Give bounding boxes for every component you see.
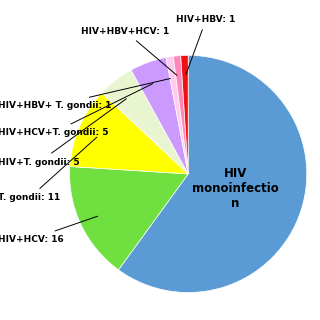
Wedge shape [173, 56, 188, 174]
Wedge shape [118, 55, 307, 292]
Wedge shape [70, 166, 188, 270]
Text: HIV+T. gondii: 5: HIV+T. gondii: 5 [0, 99, 126, 167]
Text: HIV+HCV+T. gondii: 5: HIV+HCV+T. gondii: 5 [0, 84, 153, 137]
Text: HIV+HBV: 1: HIV+HBV: 1 [176, 15, 236, 74]
Wedge shape [166, 56, 188, 174]
Text: T. gondii: 11: T. gondii: 11 [0, 137, 97, 202]
Text: HIV+HCV: 16: HIV+HCV: 16 [0, 216, 98, 244]
Wedge shape [70, 93, 188, 174]
Wedge shape [102, 70, 188, 174]
Wedge shape [181, 55, 188, 174]
Text: HIV
monoinfectio
n: HIV monoinfectio n [192, 167, 279, 210]
Text: HIV+HBV+HCV: 1: HIV+HBV+HCV: 1 [82, 27, 177, 75]
Wedge shape [131, 58, 188, 174]
Text: HIV+HBV+ T. gondii: 1: HIV+HBV+ T. gondii: 1 [0, 78, 170, 110]
